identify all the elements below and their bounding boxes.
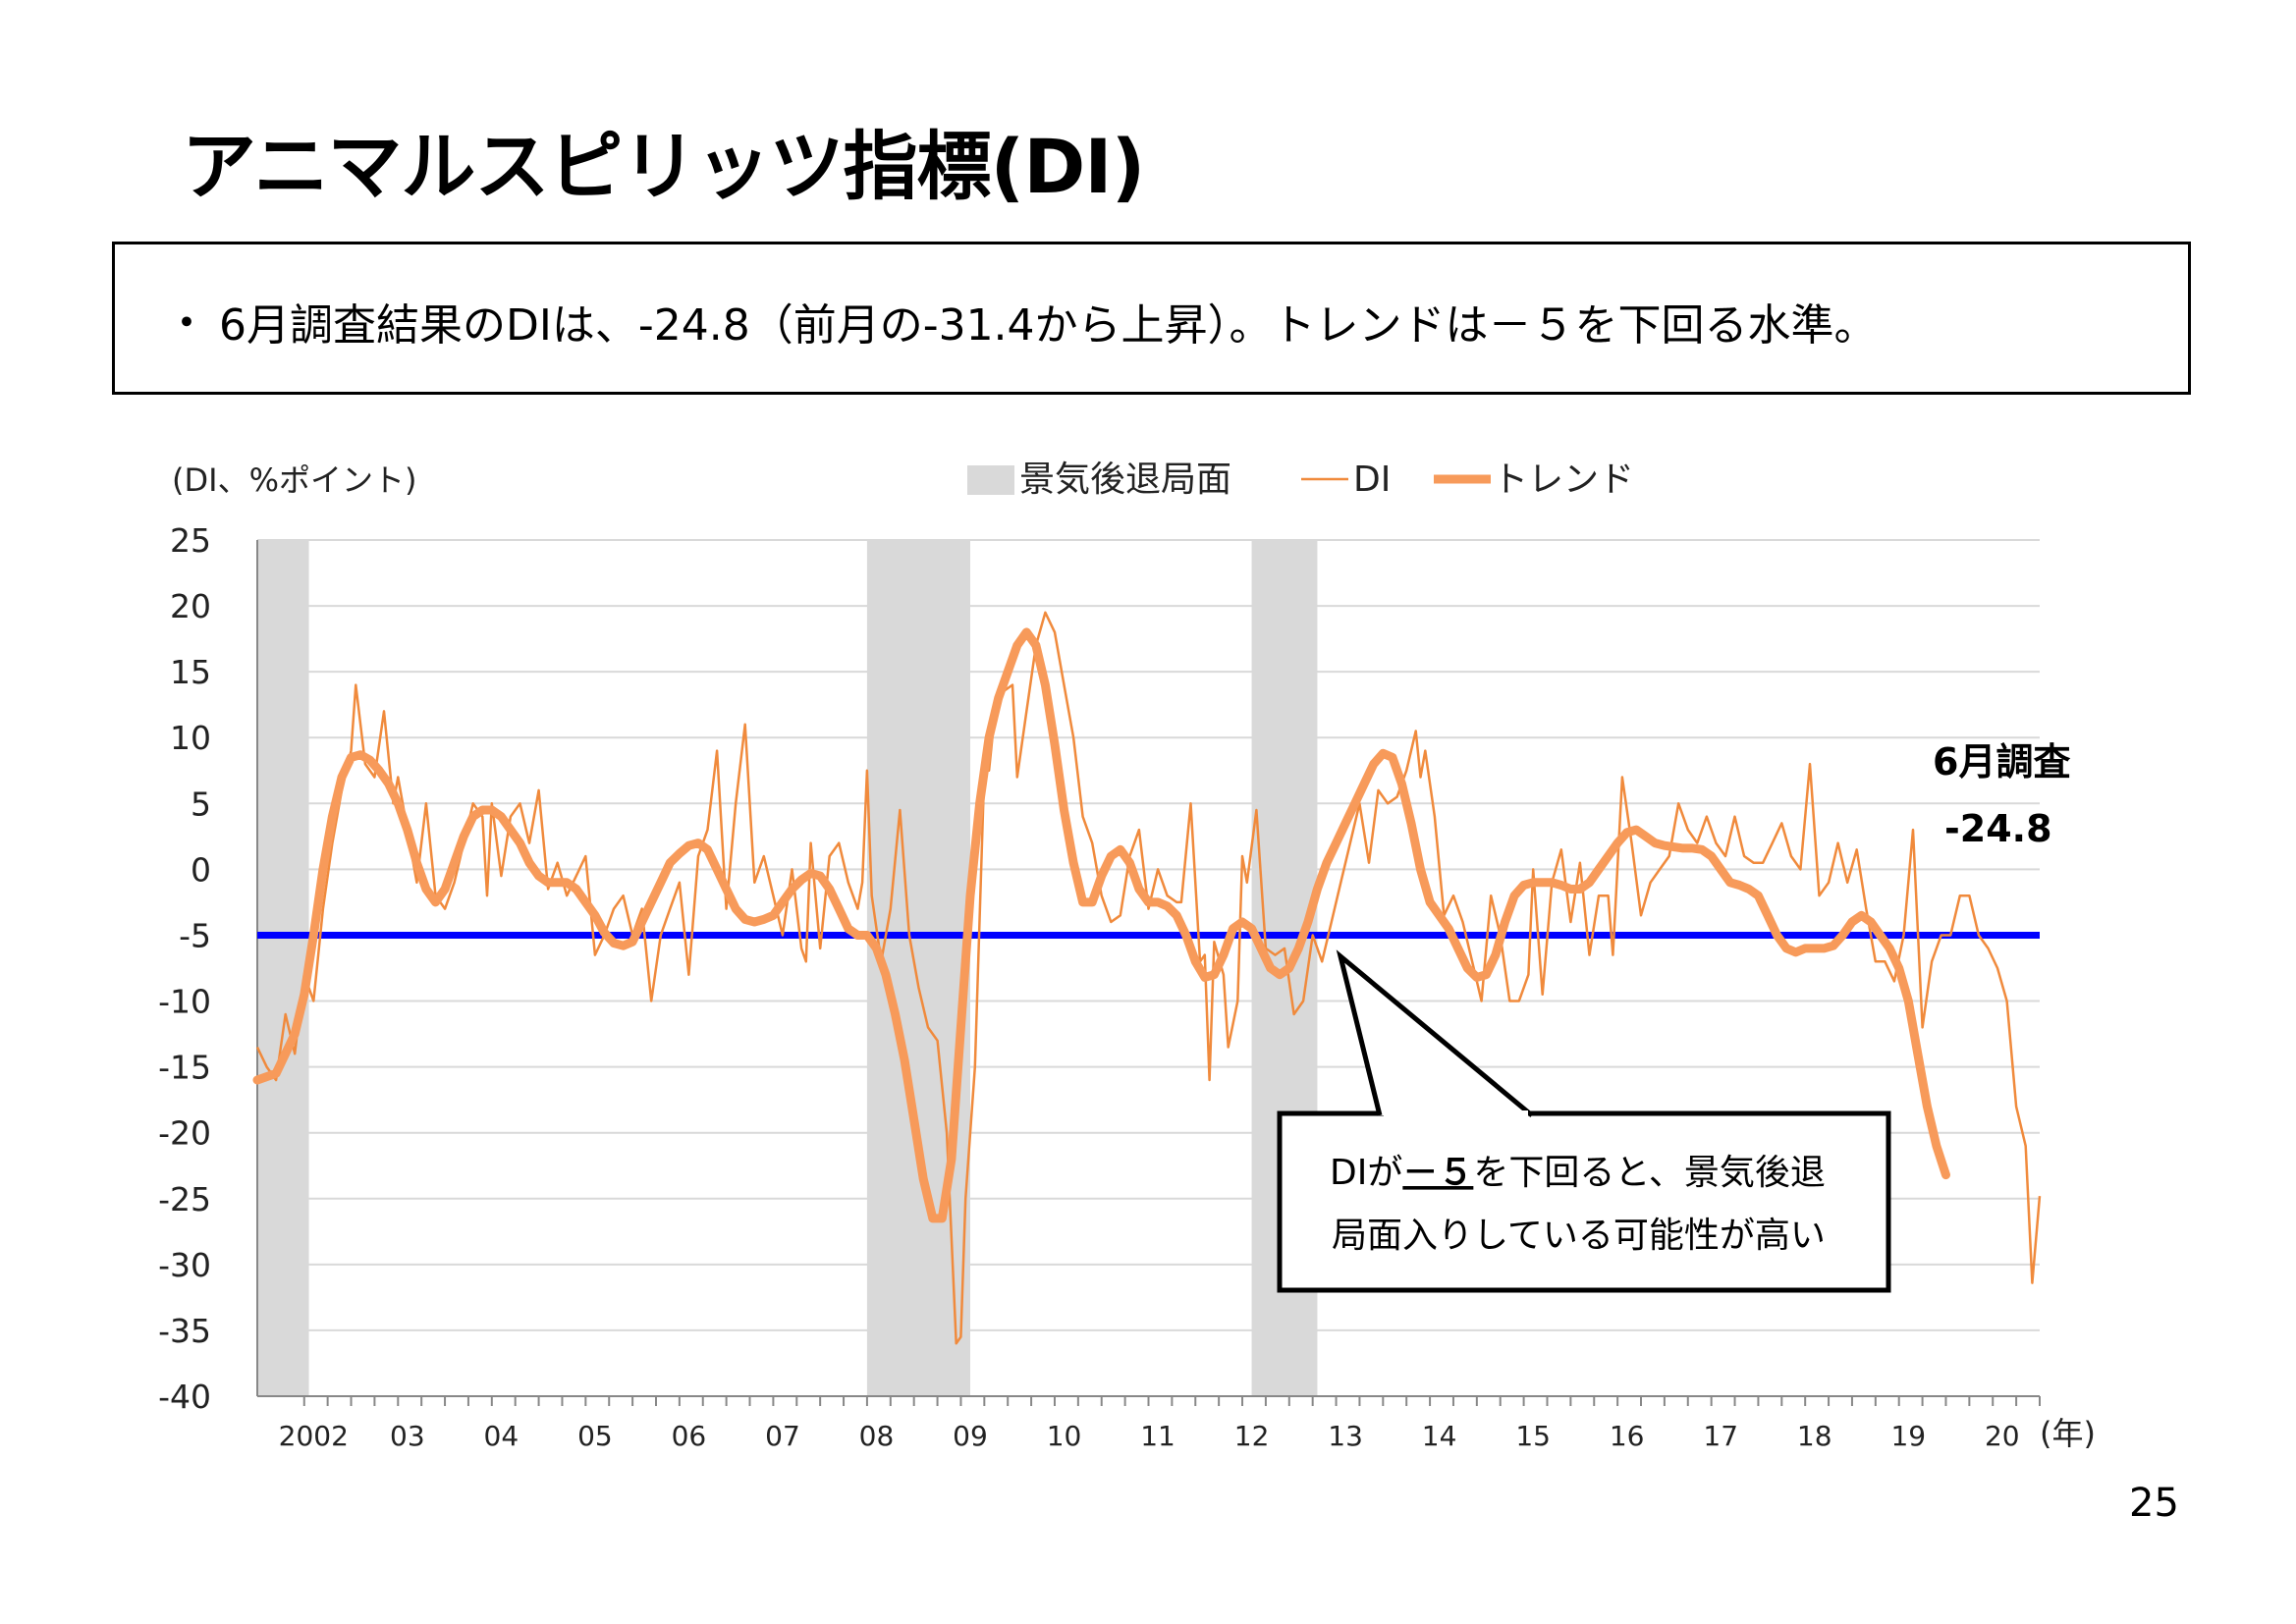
x-tick-label: 07 [765, 1420, 800, 1452]
x-tick-label: 05 [577, 1420, 613, 1452]
callout-threshold: －５ [1402, 1153, 1473, 1193]
callout: DIが－５を下回ると、景気後退 局面入りしている可能性が高い [1277, 949, 1891, 1293]
legend-di-label: DI [1353, 460, 1391, 500]
x-tick-label: 14 [1422, 1420, 1457, 1452]
callout-box [1277, 1110, 1891, 1293]
y-tick-label: 15 [170, 653, 211, 691]
x-axis-ticks: 2002 03 04 05 06 07 08 09 10 11 12 13 14 15 16 17 18 19 20 [279, 1396, 2041, 1452]
x-tick-label: 10 [1047, 1420, 1082, 1452]
y-tick-label: -20 [158, 1114, 211, 1153]
page-title: アニマルスピリッツ指標(DI) [182, 123, 1145, 210]
x-tick-label: 17 [1703, 1420, 1738, 1452]
survey-month-label: 6月調査 [1933, 740, 2070, 784]
callout-line-1: DIが－５を下回ると、景気後退 [1330, 1153, 1826, 1193]
y-axis-label: (DI、%ポイント) [172, 461, 416, 499]
survey-value-label: -24.8 [1944, 807, 2052, 850]
x-tick-label: 12 [1234, 1420, 1270, 1452]
y-tick-label: -15 [158, 1049, 211, 1087]
y-axis-ticks: 25 20 15 10 5 0 -5 -10 -15 -20 -25 -30 -35 -40 [158, 521, 211, 1416]
y-tick-label: 10 [170, 719, 211, 757]
y-tick-label: -25 [158, 1180, 211, 1218]
x-tick-label: 08 [859, 1420, 895, 1452]
x-tick-label: 16 [1610, 1420, 1645, 1452]
x-tick-label: 19 [1890, 1420, 1926, 1452]
recession-band-0 [257, 540, 309, 1396]
x-tick-label: 13 [1328, 1420, 1363, 1452]
y-tick-label: -5 [179, 916, 211, 954]
x-axis-unit-label: (年) [2040, 1415, 2096, 1452]
page-number: 25 [2129, 1481, 2179, 1526]
legend-trend-label: トレンド [1493, 460, 1634, 500]
y-tick-label: 0 [191, 850, 211, 889]
summary-box: ・ 6月調査結果のDIは、-24.8（前月の-31.4から上昇）。トレンドは－５… [112, 242, 2191, 395]
x-tick-label: 06 [672, 1420, 707, 1452]
y-tick-label: -40 [158, 1378, 211, 1416]
di-series-line [255, 611, 2042, 1345]
trend-series-line [252, 627, 1950, 1223]
y-tick-label: -35 [158, 1312, 211, 1350]
callout-suffix: を下回ると、景気後退 [1473, 1153, 1826, 1193]
x-tick-label: 20 [1985, 1420, 2020, 1452]
x-tick-label: 18 [1797, 1420, 1832, 1452]
summary-text: 6月調査結果のDIは、-24.8（前月の-31.4から上昇）。トレンドは－５を下… [219, 300, 1878, 351]
legend-recession-swatch [967, 465, 1014, 495]
x-tick-label: 04 [484, 1420, 519, 1452]
y-tick-label: 20 [170, 587, 211, 625]
x-tick-label: 09 [953, 1420, 988, 1452]
x-tick-label: 2002 [279, 1420, 349, 1452]
summary-bullet: ・ [164, 297, 209, 350]
legend: 景気後退局面 DI トレンド [967, 460, 1634, 500]
y-tick-label: 5 [191, 785, 211, 823]
y-tick-label: -30 [158, 1246, 211, 1284]
x-tick-label: 11 [1140, 1420, 1175, 1452]
y-tick-label: 25 [170, 521, 211, 560]
y-tick-label: -10 [158, 983, 211, 1021]
recession-shading [257, 540, 1318, 1396]
callout-pointer [1336, 949, 1534, 1117]
x-tick-label: 03 [390, 1420, 425, 1452]
callout-line-2: 局面入りしている可能性が高い [1332, 1216, 1826, 1256]
x-tick-label: 15 [1515, 1420, 1551, 1452]
callout-prefix: DIが [1330, 1153, 1402, 1193]
legend-recession-label: 景気後退局面 [1019, 460, 1231, 500]
